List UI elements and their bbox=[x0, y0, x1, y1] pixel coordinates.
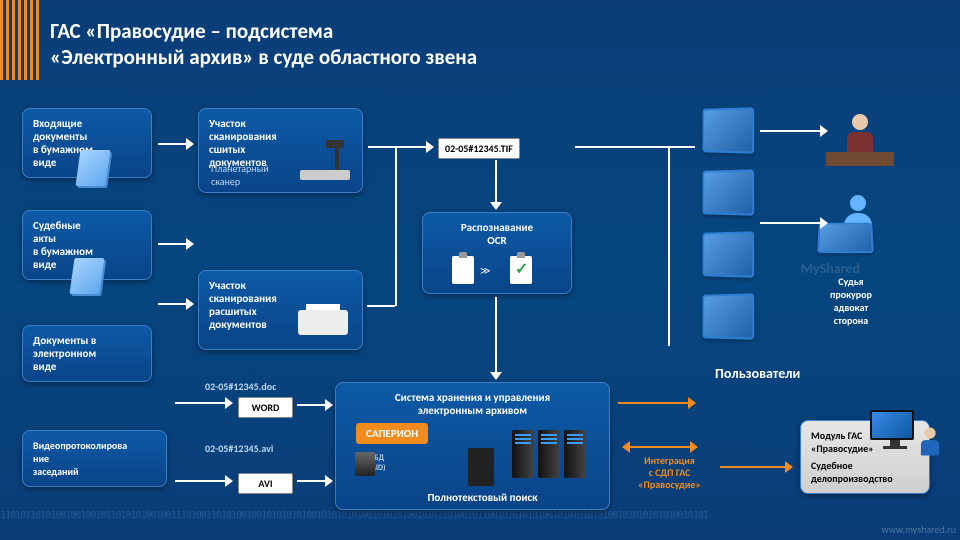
arrow bbox=[158, 243, 186, 245]
label-avi-filename: 02-05#12345.avi bbox=[205, 442, 273, 455]
disk-stack-icon bbox=[355, 452, 375, 476]
node-ocr: Распознавание OCR bbox=[422, 212, 572, 294]
clipboard-icon bbox=[452, 256, 474, 284]
ups-icon bbox=[468, 448, 494, 486]
users-label: Пользователи bbox=[715, 365, 800, 382]
module-l2: Судебное делопроизводство bbox=[811, 459, 919, 485]
scanner-flatbed-icon bbox=[298, 310, 348, 335]
node-video: Видеопротоколирова ние заседаний bbox=[22, 430, 167, 487]
arrow bbox=[297, 480, 325, 482]
ocr-label: Распознавание OCR bbox=[433, 221, 561, 247]
page-title: ГАС «Правосудие – подсистема «Электронны… bbox=[50, 18, 477, 71]
connector-line bbox=[575, 146, 695, 148]
connector-line bbox=[367, 305, 395, 307]
title-line2: «Электронный архив» в суде областного зв… bbox=[50, 44, 477, 70]
terminal-pane-icon bbox=[702, 293, 754, 339]
doc-stack-icon bbox=[69, 258, 104, 294]
watermark-url: www.myshared.ru bbox=[882, 523, 956, 536]
server-icon bbox=[512, 430, 534, 478]
scan-stitched-sub: Планетарный сканер bbox=[211, 162, 269, 188]
doc-stack-icon bbox=[75, 150, 110, 186]
label-word: WORD bbox=[238, 397, 293, 418]
storage-search: Полнотекстовый поиск bbox=[346, 491, 619, 504]
clipboard-check-icon bbox=[510, 256, 532, 284]
terminal-pane-icon bbox=[702, 107, 754, 153]
planetary-scanner-icon bbox=[300, 140, 355, 180]
storage-title: Система хранения и управления электронны… bbox=[346, 391, 599, 417]
label-avi: AVI bbox=[238, 473, 293, 494]
operator-icon bbox=[916, 428, 944, 463]
arrow-orange bbox=[720, 466, 785, 468]
server-icon bbox=[538, 430, 560, 478]
label-tif: 02-05#12345.TIF bbox=[438, 138, 520, 159]
arrow bbox=[297, 404, 325, 406]
arrow-orange bbox=[618, 402, 688, 404]
label-doc-filename: 02-05#12345.doc bbox=[205, 380, 276, 393]
terminal-pane-icon bbox=[702, 169, 754, 215]
arrow bbox=[495, 297, 497, 372]
integration-label: Интеграция с СДП ГАС «Правосудие» bbox=[622, 455, 717, 491]
connector-line bbox=[668, 146, 670, 346]
arrow bbox=[368, 146, 426, 148]
roles-label: Судья прокурор адвокат сторона bbox=[830, 275, 872, 327]
desk-icon bbox=[826, 152, 894, 166]
decor-stripes bbox=[0, 0, 40, 80]
watermark-center: MyShared bbox=[801, 260, 860, 277]
arrow bbox=[158, 143, 186, 145]
title-line1: ГАС «Правосудие – подсистема bbox=[50, 18, 477, 44]
arrow bbox=[760, 222, 820, 224]
saperion-badge: САПЕРИОН bbox=[356, 423, 428, 444]
ocr-arrow-glyph: ≫ bbox=[480, 264, 490, 277]
connector-line bbox=[395, 146, 397, 306]
arrow bbox=[495, 160, 497, 202]
arrow bbox=[175, 480, 225, 482]
arrow bbox=[760, 130, 820, 132]
monitor-icon bbox=[870, 410, 920, 450]
decor-bits: 1101011010100100100101101010100100111010… bbox=[0, 510, 960, 540]
arrow bbox=[158, 303, 186, 305]
node-edocs: Документы в электронном виде bbox=[22, 325, 152, 382]
terminal-pane-icon bbox=[702, 231, 754, 277]
arrow-orange-double bbox=[630, 446, 690, 448]
arrow bbox=[175, 402, 225, 404]
server-icon bbox=[564, 430, 586, 478]
